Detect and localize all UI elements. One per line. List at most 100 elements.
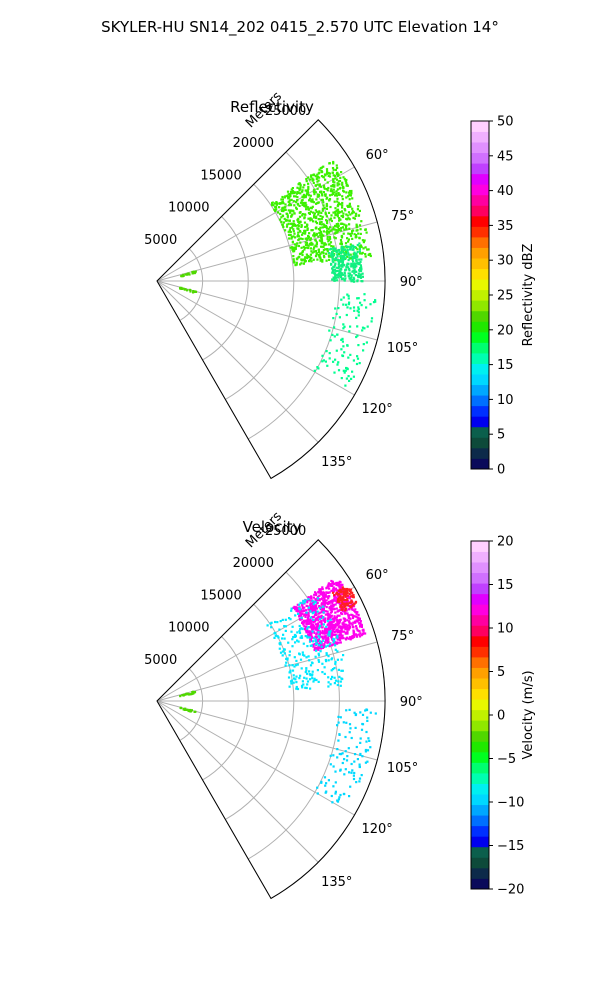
refl-echo-cell <box>274 205 277 208</box>
vel-echo-cell <box>328 630 331 633</box>
refl-echo-cell <box>348 268 351 271</box>
vel-echo-cell <box>311 626 314 629</box>
refl-echo-cell <box>357 272 360 275</box>
refl-colorbar-tick-label: 10 <box>497 393 514 408</box>
refl-echo-cell <box>293 232 296 235</box>
refl-echo-cell <box>316 366 319 369</box>
refl-echo-cell <box>338 274 341 277</box>
vel-echo-cell <box>312 627 315 630</box>
refl-colorbar-swatch <box>471 215 489 227</box>
refl-echo-cell <box>338 269 341 273</box>
refl-echo-cell <box>332 226 335 229</box>
refl-echo-cell <box>305 208 308 211</box>
refl-echo-cell <box>328 172 332 175</box>
vel-echo-cell <box>309 622 312 625</box>
vel-echo-cell <box>341 603 344 606</box>
vel-echo-cell <box>343 623 346 626</box>
vel-echo-cell <box>305 604 308 607</box>
vel-echo-cell <box>305 631 308 634</box>
refl-echo-cell <box>186 273 189 276</box>
refl-echo-cell <box>192 290 195 293</box>
vel-echo-cell <box>330 794 333 798</box>
vel-echo-cell <box>321 629 324 632</box>
vel-echo-cell <box>359 711 362 714</box>
refl-echo-cell <box>327 240 330 243</box>
vel-echo-cell <box>342 721 345 724</box>
vel-echo-cell <box>329 626 332 629</box>
refl-echo-cell <box>363 293 366 296</box>
vel-colorbar-tick-label: 5 <box>497 665 505 680</box>
refl-echo-cell <box>301 251 304 254</box>
vel-echo-cell <box>366 719 369 722</box>
vel-echo-cell <box>336 650 339 653</box>
vel-colorbar-swatch <box>471 562 489 574</box>
refl-echo-cell <box>294 264 297 267</box>
refl-echo-cell <box>348 193 351 196</box>
refl-echo-cell <box>338 228 341 232</box>
refl-echo-cell <box>305 238 308 241</box>
refl-echo-cell <box>302 245 305 248</box>
vel-echo-cell <box>348 708 351 711</box>
vel-echo-cell <box>339 604 343 607</box>
vel-echo-cell <box>336 748 339 751</box>
refl-echo-cell <box>358 247 361 251</box>
refl-echo-cell <box>318 221 322 224</box>
refl-echo-cell <box>332 246 335 249</box>
refl-colorbar-swatch <box>471 279 489 291</box>
refl-echo-cell <box>359 232 362 235</box>
refl-echo-cell <box>325 188 328 191</box>
vel-echo-cell <box>344 599 347 602</box>
vel-echo-cell <box>334 792 337 795</box>
refl-echo-cell <box>335 190 338 193</box>
refl-colorbar-swatch <box>471 416 489 428</box>
refl-echo-cell <box>331 255 334 258</box>
vel-colorbar-swatch <box>471 625 489 637</box>
vel-echo-cell <box>312 621 315 624</box>
vel-echo-cell <box>317 644 320 647</box>
vel-echo-cell <box>301 612 304 615</box>
vel-echo-cell <box>278 647 281 650</box>
refl-colorbar-swatch <box>471 300 489 312</box>
vel-echo-cell <box>359 620 362 623</box>
refl-echo-cell <box>320 235 323 239</box>
vel-echo-cell <box>185 708 188 711</box>
refl-echo-cell <box>336 188 339 191</box>
vel-echo-cell <box>328 643 331 646</box>
vel-echo-cell <box>339 583 342 586</box>
vel-echo-cell <box>336 642 339 645</box>
refl-echo-cell <box>341 340 344 343</box>
vel-echo-cell <box>301 603 304 606</box>
refl-echo-cell <box>352 375 355 378</box>
refl-echo-cell <box>309 210 312 213</box>
vel-echo-cell <box>331 632 334 635</box>
refl-echo-cell <box>344 224 348 227</box>
vel-echo-cell <box>314 655 317 658</box>
vel-echo-cell <box>288 617 291 620</box>
refl-echo-cell <box>307 244 310 247</box>
vel-echo-cell <box>305 621 308 624</box>
vel-echo-cell <box>344 628 347 631</box>
vel-echo-cell <box>334 624 337 627</box>
vel-echo-cell <box>356 758 359 761</box>
refl-echo-cell <box>335 194 338 197</box>
refl-echo-cell <box>358 258 361 261</box>
refl-echo-cell <box>333 371 336 374</box>
vel-echo-cell <box>359 741 362 744</box>
refl-range-label: 25000 <box>265 104 306 119</box>
vel-echo-cell <box>316 625 319 628</box>
vel-echo-cell <box>351 769 354 772</box>
refl-echo-cell <box>333 228 336 231</box>
refl-echo-cell <box>353 265 356 268</box>
vel-echo-cell <box>296 663 299 666</box>
vel-echo-cell <box>350 613 353 616</box>
vel-echo-cell <box>298 677 301 680</box>
refl-echo-cell <box>349 325 352 328</box>
refl-echo-cell <box>333 264 337 267</box>
refl-echo-cell <box>341 273 345 276</box>
refl-echo-cell <box>314 191 317 194</box>
refl-echo-cell <box>356 262 359 265</box>
vel-echo-cell <box>304 628 307 631</box>
refl-echo-cell <box>322 234 325 237</box>
vel-echo-cell <box>350 603 353 606</box>
refl-echo-cell <box>324 174 327 177</box>
